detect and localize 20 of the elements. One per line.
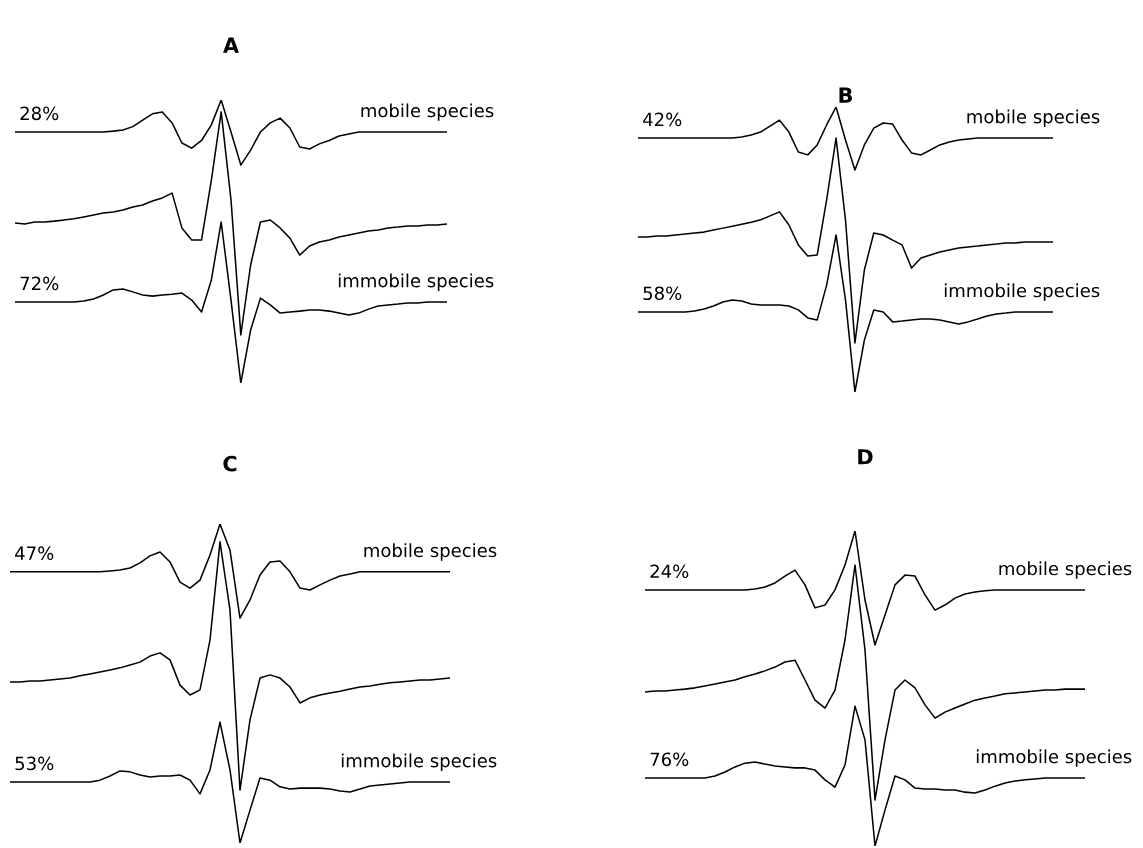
annotation: 58% — [643, 286, 682, 301]
series-label: immobile species — [976, 749, 1132, 767]
annotation: 76% — [650, 752, 689, 767]
annotation: 42% — [643, 112, 682, 127]
series-label: immobile species — [338, 273, 494, 291]
chart-title: C — [223, 455, 237, 472]
annotation: 53% — [15, 756, 54, 771]
annotation: 47% — [15, 546, 54, 561]
chart-title: D — [858, 449, 873, 465]
series-label: mobile species — [361, 103, 494, 121]
annotation: 24% — [650, 564, 689, 579]
series-label: immobile species — [944, 283, 1100, 301]
chart-title: B — [839, 87, 852, 103]
chart-title: A — [223, 37, 239, 53]
series-label: mobile species — [999, 561, 1132, 579]
series-label: mobile species — [364, 543, 497, 561]
annotation: 28% — [20, 106, 59, 121]
series-label: immobile species — [341, 753, 497, 771]
annotation: 72% — [20, 276, 59, 291]
series-label: mobile species — [967, 109, 1100, 127]
